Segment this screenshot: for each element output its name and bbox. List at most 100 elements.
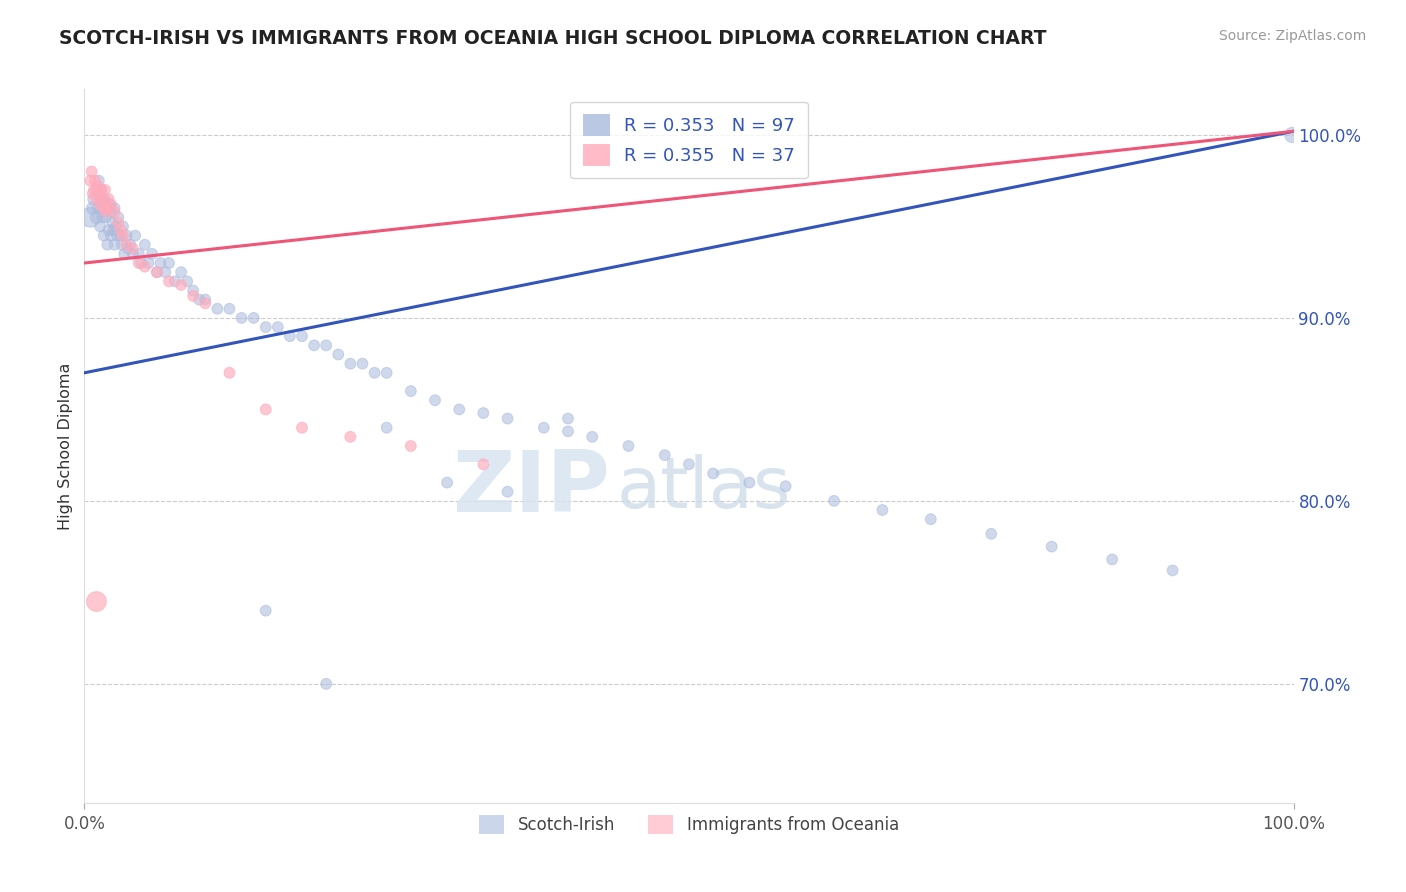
Point bbox=[107, 211, 129, 225]
Point bbox=[86, 183, 108, 197]
Point bbox=[267, 320, 290, 334]
Point bbox=[91, 211, 114, 225]
Point bbox=[83, 183, 105, 197]
Point bbox=[134, 260, 156, 274]
Point bbox=[83, 192, 105, 206]
Point bbox=[436, 475, 458, 490]
Point bbox=[96, 201, 118, 215]
Point bbox=[86, 211, 108, 225]
Point bbox=[738, 475, 761, 490]
Point bbox=[218, 301, 240, 316]
Point bbox=[533, 420, 555, 434]
Point bbox=[84, 174, 107, 188]
Point bbox=[181, 289, 204, 303]
Point bbox=[104, 204, 127, 219]
Point bbox=[94, 183, 117, 197]
Point bbox=[170, 265, 193, 279]
Point bbox=[91, 192, 114, 206]
Point bbox=[194, 296, 217, 310]
Point bbox=[97, 192, 120, 206]
Point bbox=[449, 402, 471, 417]
Point bbox=[89, 219, 111, 234]
Point bbox=[86, 201, 108, 215]
Point bbox=[1161, 563, 1184, 577]
Point bbox=[302, 338, 325, 352]
Point bbox=[176, 274, 198, 288]
Point bbox=[112, 219, 135, 234]
Point bbox=[107, 216, 129, 230]
Point bbox=[339, 430, 361, 444]
Point bbox=[920, 512, 942, 526]
Point bbox=[980, 526, 1002, 541]
Point bbox=[94, 192, 117, 206]
Point bbox=[363, 366, 385, 380]
Point bbox=[254, 320, 277, 334]
Point bbox=[101, 216, 124, 230]
Point bbox=[472, 458, 495, 472]
Point bbox=[89, 192, 111, 206]
Point bbox=[93, 228, 115, 243]
Point bbox=[165, 274, 187, 288]
Point bbox=[79, 174, 101, 188]
Point bbox=[89, 197, 111, 211]
Point bbox=[79, 211, 101, 225]
Point bbox=[104, 237, 127, 252]
Point bbox=[93, 201, 115, 215]
Point bbox=[1040, 540, 1063, 554]
Text: Source: ZipAtlas.com: Source: ZipAtlas.com bbox=[1219, 29, 1367, 43]
Point bbox=[278, 329, 301, 343]
Point bbox=[207, 301, 229, 316]
Point bbox=[134, 237, 156, 252]
Point bbox=[100, 204, 122, 219]
Point bbox=[90, 183, 112, 197]
Point bbox=[86, 594, 108, 608]
Point bbox=[94, 201, 117, 215]
Point bbox=[87, 186, 110, 201]
Text: atlas: atlas bbox=[616, 454, 790, 524]
Point bbox=[87, 174, 110, 188]
Point bbox=[90, 183, 112, 197]
Point bbox=[170, 277, 193, 292]
Point bbox=[194, 293, 217, 307]
Point bbox=[100, 228, 122, 243]
Point bbox=[112, 247, 135, 261]
Point bbox=[94, 204, 117, 219]
Point bbox=[181, 284, 204, 298]
Point bbox=[146, 265, 169, 279]
Point bbox=[98, 197, 121, 211]
Point bbox=[110, 223, 132, 237]
Point bbox=[678, 458, 700, 472]
Point bbox=[82, 201, 104, 215]
Point bbox=[399, 439, 422, 453]
Point bbox=[557, 411, 579, 425]
Text: ZIP: ZIP bbox=[453, 447, 610, 531]
Point bbox=[121, 241, 143, 255]
Point bbox=[91, 192, 114, 206]
Point bbox=[115, 228, 138, 243]
Point bbox=[188, 293, 211, 307]
Point bbox=[110, 228, 132, 243]
Point bbox=[557, 425, 579, 439]
Point bbox=[872, 503, 894, 517]
Point bbox=[94, 211, 117, 225]
Point bbox=[375, 420, 398, 434]
Point bbox=[105, 228, 128, 243]
Point bbox=[124, 228, 146, 243]
Point bbox=[581, 430, 603, 444]
Point bbox=[472, 406, 495, 420]
Point bbox=[82, 186, 104, 201]
Point bbox=[104, 219, 127, 234]
Point bbox=[775, 479, 797, 493]
Point bbox=[617, 439, 640, 453]
Point bbox=[86, 179, 108, 194]
Point bbox=[328, 347, 350, 361]
Text: SCOTCH-IRISH VS IMMIGRANTS FROM OCEANIA HIGH SCHOOL DIPLOMA CORRELATION CHART: SCOTCH-IRISH VS IMMIGRANTS FROM OCEANIA … bbox=[59, 29, 1046, 47]
Point bbox=[157, 256, 180, 270]
Point bbox=[242, 310, 264, 325]
Point bbox=[100, 197, 122, 211]
Point bbox=[115, 237, 138, 252]
Point bbox=[112, 228, 135, 243]
Point bbox=[120, 237, 142, 252]
Point bbox=[1281, 128, 1303, 142]
Point bbox=[97, 201, 120, 215]
